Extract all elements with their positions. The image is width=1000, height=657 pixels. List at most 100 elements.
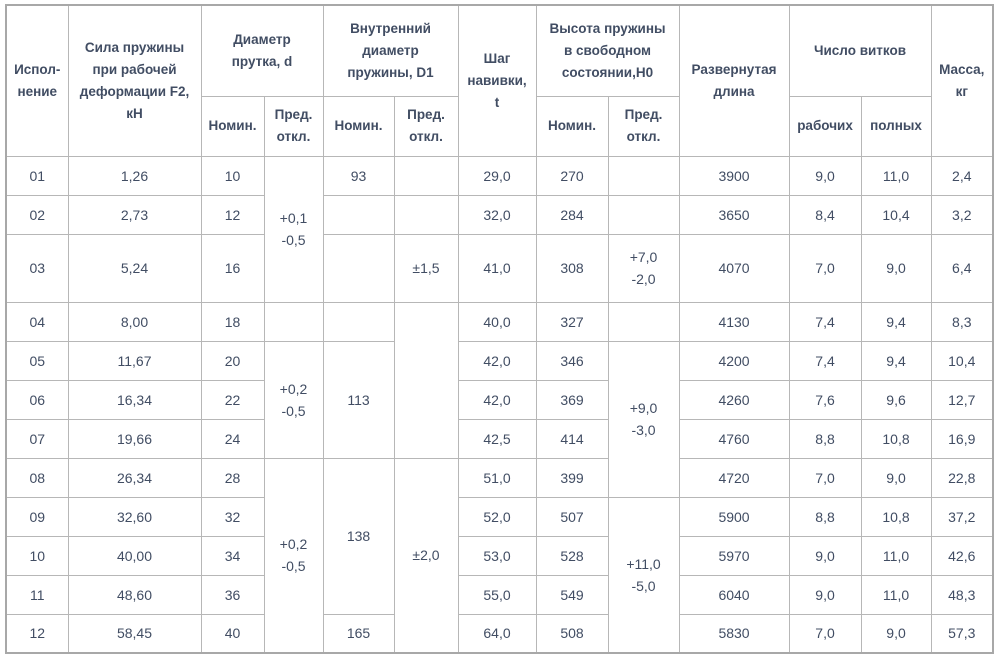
row-id: 04: [5, 301, 69, 342]
cell: +9,0 -3,0: [607, 340, 680, 498]
cell: 26,34: [67, 457, 202, 498]
table-row: 06 16,34 22 42,0 369 4260 7,6 9,6 12,7: [5, 379, 994, 420]
cell: 22,8: [930, 457, 994, 498]
cell: 138: [322, 457, 395, 615]
cell: 549: [535, 574, 609, 615]
table-row: 07 19,66 24 42,5 414 4760 8,8 10,8 16,9: [5, 418, 994, 459]
table-row: 08 26,34 28 +0,2 -0,5 138 ±2,0 51,0 399 …: [5, 457, 994, 654]
cell: 18: [200, 301, 265, 342]
cell: 20: [200, 340, 265, 381]
cell: [322, 233, 395, 303]
cell: 7,4: [788, 301, 862, 342]
cell: 41,0: [457, 233, 537, 303]
cell: 36: [200, 574, 265, 615]
cell: 507: [535, 496, 609, 537]
cell: 4130: [678, 301, 790, 342]
header-h0-nomin: Номин.: [535, 95, 609, 157]
header-d1-nomin: Номин.: [322, 95, 395, 157]
cell: 8,3: [930, 301, 994, 342]
cell: 53,0: [457, 535, 537, 576]
cell: 6,4: [930, 233, 994, 303]
cell: 11,0: [860, 155, 932, 196]
cell: 8,00: [67, 301, 202, 342]
data-table: Испол- нение Сила пружины при рабочей де…: [5, 4, 995, 654]
cell: ±1,5: [393, 233, 459, 303]
cell: 7,4: [788, 340, 862, 381]
cell: 528: [535, 535, 609, 576]
cell: 4200: [678, 340, 790, 381]
cell: 2,73: [67, 194, 202, 235]
cell: [607, 194, 680, 235]
row-id: 06: [5, 379, 69, 420]
cell: 19,66: [67, 418, 202, 459]
cell: 2,4: [930, 155, 994, 196]
cell: 11,0: [860, 574, 932, 615]
cell: 9,0: [788, 155, 862, 196]
cell: 57,3: [930, 613, 994, 654]
header-razvernutaya-dlina: Развернутая длина: [678, 4, 790, 157]
cell: 113: [322, 340, 395, 459]
cell: 9,0: [860, 613, 932, 654]
cell: 93: [322, 155, 395, 196]
cell: [393, 301, 459, 459]
header-shag-navivki: Шаг навивки, t: [457, 4, 537, 157]
cell: 4070: [678, 233, 790, 303]
header-d-nomin: Номин.: [200, 95, 265, 157]
header-d1-pred-otkl: Пред. откл.: [393, 95, 459, 157]
cell: 40: [200, 613, 265, 654]
cell: 308: [535, 233, 609, 303]
cell: 8,8: [788, 496, 862, 537]
cell: 9,0: [860, 233, 932, 303]
cell: 3650: [678, 194, 790, 235]
cell: 32,0: [457, 194, 537, 235]
cell: 55,0: [457, 574, 537, 615]
cell: 6040: [678, 574, 790, 615]
header-chislo-vitkov: Число витков: [788, 4, 932, 97]
cell: 51,0: [457, 457, 537, 498]
cell: 3900: [678, 155, 790, 196]
table-row: 12 58,45 40 165 64,0 508 5830 7,0 9,0 57…: [5, 613, 994, 654]
cell: 9,4: [860, 340, 932, 381]
cell: 28: [200, 457, 265, 498]
cell: 42,5: [457, 418, 537, 459]
cell: 16,9: [930, 418, 994, 459]
cell: 369: [535, 379, 609, 420]
cell: 508: [535, 613, 609, 654]
cell: 10,4: [930, 340, 994, 381]
cell: 52,0: [457, 496, 537, 537]
row-id: 08: [5, 457, 69, 498]
cell: 16: [200, 233, 265, 303]
row-id: 05: [5, 340, 69, 381]
cell: 10,4: [860, 194, 932, 235]
cell: 327: [535, 301, 609, 342]
cell: +11,0 -5,0: [607, 496, 680, 654]
header-massa: Масса, кг: [930, 4, 994, 157]
header-vitki-rabochih: рабочих: [788, 95, 862, 157]
header-h0-pred-otkl: Пред. откл.: [607, 95, 680, 157]
cell: [263, 301, 324, 342]
cell: 10,8: [860, 496, 932, 537]
cell: 12: [200, 194, 265, 235]
cell: 284: [535, 194, 609, 235]
cell: 7,0: [788, 613, 862, 654]
cell: 270: [535, 155, 609, 196]
cell: 4260: [678, 379, 790, 420]
cell: ±2,0: [393, 457, 459, 654]
table-row: 11 48,60 36 55,0 549 6040 9,0 11,0 48,3: [5, 574, 994, 615]
cell: 40,00: [67, 535, 202, 576]
cell: 40,0: [457, 301, 537, 342]
cell: 9,4: [860, 301, 932, 342]
row-id: 12: [5, 613, 69, 654]
row-id: 01: [5, 155, 69, 196]
header-vysota-pruzhiny: Высота пружины в свободном состоянии,H0: [535, 4, 680, 97]
cell: 42,6: [930, 535, 994, 576]
cell: 58,45: [67, 613, 202, 654]
cell: 11,67: [67, 340, 202, 381]
cell: 3,2: [930, 194, 994, 235]
row-id: 10: [5, 535, 69, 576]
cell: 32: [200, 496, 265, 537]
cell: 7,6: [788, 379, 862, 420]
cell: 22: [200, 379, 265, 420]
cell: +0,2 -0,5: [263, 340, 324, 459]
row-id: 07: [5, 418, 69, 459]
